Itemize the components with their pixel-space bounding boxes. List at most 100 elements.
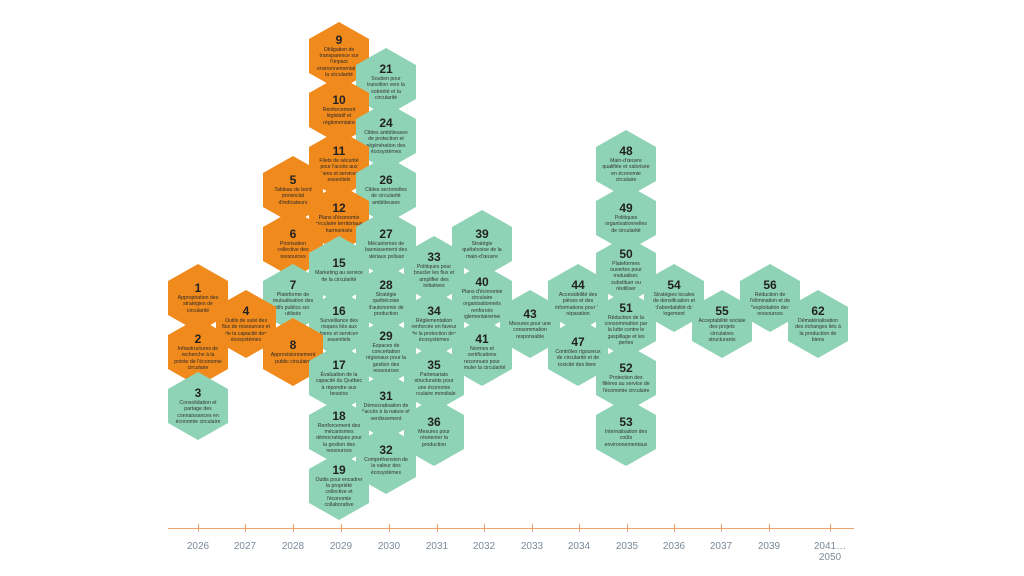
initiative-label: Espaces de concertation régionaux pour l… — [365, 343, 407, 374]
timeline-tick — [769, 524, 770, 532]
initiative-label: Outils de suivi des flux de ressources e… — [222, 318, 270, 343]
initiative-number: 3 — [194, 386, 202, 401]
initiative-label: Outils pour encadrer la propriété collec… — [315, 477, 363, 508]
initiative-number: 28 — [379, 278, 393, 293]
initiative-label: Réglementation renforcée en faveur de la… — [411, 318, 457, 343]
timeline-year-label: 2026 — [186, 541, 210, 552]
initiative-label: Tableau de bord provincial d'indicateurs — [274, 187, 312, 206]
timeline-year-label: 2027 — [233, 541, 257, 552]
timeline-tick — [830, 524, 831, 532]
initiative-number: 55 — [715, 304, 729, 319]
initiative-number: 2 — [194, 332, 202, 347]
initiative-label: Démocratisation de l'accès à la nature e… — [362, 403, 410, 422]
initiative-number: 33 — [427, 250, 441, 265]
timeline-tick — [579, 524, 580, 532]
timeline-tick — [627, 524, 628, 532]
initiative-label: Internalisation des coûts environnementa… — [604, 429, 648, 448]
initiative-label: Accessibilité des pièces et des informat… — [555, 292, 601, 317]
timeline-year-label: 2031 — [425, 541, 449, 552]
timeline-tick — [484, 524, 485, 532]
initiative-number: 56 — [763, 278, 777, 293]
initiative-label: Marketing au service de la circularité — [315, 270, 363, 283]
initiative-label: Partenariats structurants pour une écono… — [412, 372, 456, 397]
initiative-label: Soutien pour transition vers la sobriété… — [367, 76, 405, 101]
initiative-label: Cibles ambitieuses de protection et régé… — [364, 130, 408, 155]
initiative-number: 11 — [332, 144, 346, 159]
timeline-year-label: 2028 — [281, 541, 305, 552]
initiative-number: 21 — [379, 62, 393, 77]
initiative-number: 36 — [427, 415, 441, 430]
initiative-number: 40 — [475, 275, 489, 290]
initiative-number: 54 — [667, 278, 681, 293]
timeline-tick — [674, 524, 675, 532]
initiative-number: 5 — [289, 173, 297, 188]
initiative-label: Évaluation de la capacité du Québec à ré… — [315, 372, 363, 397]
initiative-number: 34 — [427, 304, 441, 319]
timeline-tick — [341, 524, 342, 532]
timeline-year-label: 2041…2050 — [813, 541, 847, 563]
timeline-year-label: 2037 — [709, 541, 733, 552]
initiative-number: 32 — [379, 443, 393, 458]
initiative-number: 9 — [335, 33, 343, 48]
initiative-label: Filets de sécurité pour l'accès aux bien… — [319, 158, 359, 183]
initiative-hex-3[interactable]: 3 Consolidation et partage des connaissan… — [168, 372, 228, 440]
initiative-label: Réduction de la consommation par la lutt… — [604, 315, 648, 346]
initiative-number: 41 — [475, 332, 489, 347]
initiative-number: 16 — [332, 304, 346, 319]
timeline-tick — [389, 524, 390, 532]
initiative-label: Renforcement législatif et réglementaire — [322, 107, 356, 126]
initiative-label: Cibles sectorielles de circularité ambit… — [365, 187, 407, 206]
initiative-label: Normes et certifications reconnues pour … — [458, 346, 506, 371]
initiative-hex-19[interactable]: 19 Outils pour encadrer la propriété coll… — [309, 452, 369, 520]
initiative-number: 29 — [379, 329, 393, 344]
initiative-number: 24 — [379, 116, 393, 131]
initiative-label: Consolidation et partage des connaissanc… — [175, 400, 221, 425]
initiative-number: 19 — [332, 463, 346, 478]
initiative-number: 35 — [427, 358, 441, 373]
initiative-number: 52 — [619, 361, 633, 376]
timeline-tick — [245, 524, 246, 532]
initiative-number: 17 — [332, 358, 346, 373]
initiative-label: Acceptabilité sociale des projets circul… — [698, 318, 746, 343]
initiative-hex-55[interactable]: 55 Acceptabilité sociale des projets circ… — [692, 290, 752, 358]
initiative-number: 53 — [619, 415, 633, 430]
initiative-label: Plans d'économie circulaire territoriaux… — [315, 215, 363, 234]
timeline-year-label: 2030 — [377, 541, 401, 552]
timeline-tick — [437, 524, 438, 532]
timeline-year-label: 2033 — [520, 541, 544, 552]
initiative-number: 26 — [379, 173, 393, 188]
initiative-number: 6 — [289, 227, 297, 242]
initiative-number: 8 — [289, 338, 297, 353]
initiative-label: Politiques pour boucler les flux et ampl… — [413, 264, 455, 289]
timeline-tick — [293, 524, 294, 532]
initiative-hex-53[interactable]: 53 Internalisation des coûts environnemen… — [596, 398, 656, 466]
initiative-number: 62 — [811, 304, 825, 319]
timeline-tick — [532, 524, 533, 532]
initiative-label: Surveillance des risques liés aux biens … — [319, 318, 359, 343]
initiative-label: Protection des filières au service de l'… — [602, 375, 650, 394]
initiative-number: 18 — [332, 409, 346, 424]
initiative-number: 31 — [379, 389, 393, 404]
initiative-number: 44 — [571, 278, 585, 293]
initiative-label: Réduction de l'élimination et de l'explo… — [750, 292, 790, 317]
initiative-number: 47 — [571, 335, 585, 350]
initiative-label: Plateformes ouvertes pour mutualiser, su… — [610, 261, 642, 292]
initiative-label: Mesures pour réorienter la production — [418, 429, 450, 448]
initiative-label: Politiques organisationnelles de circula… — [605, 215, 647, 234]
timeline-year-label: 2032 — [472, 541, 496, 552]
initiative-label: Plans d'économie circulaire organisation… — [460, 289, 504, 320]
initiative-label: Obligation de transparence sur l'impact … — [316, 47, 362, 78]
initiative-label: Dématérialisation des échanges liés à la… — [795, 318, 841, 343]
initiative-label: Stratégie québécoise de la main-d'œuvre — [462, 241, 502, 260]
initiative-number: 43 — [523, 307, 537, 322]
timeline-year-label: 2035 — [615, 541, 639, 552]
initiative-label: Renforcement des mécanismes démocratique… — [316, 423, 362, 454]
initiative-number: 15 — [332, 256, 346, 271]
initiative-label: Priorisation collective des ressources — [277, 241, 309, 260]
timeline-year-label: 2029 — [329, 541, 353, 552]
timeline-tick — [198, 524, 199, 532]
initiative-label: Plateforme de mutualisation des actifs p… — [271, 292, 315, 317]
initiative-hex-62[interactable]: 62 Dématérialisation des échanges liés à … — [788, 290, 848, 358]
initiative-number: 10 — [332, 93, 346, 108]
